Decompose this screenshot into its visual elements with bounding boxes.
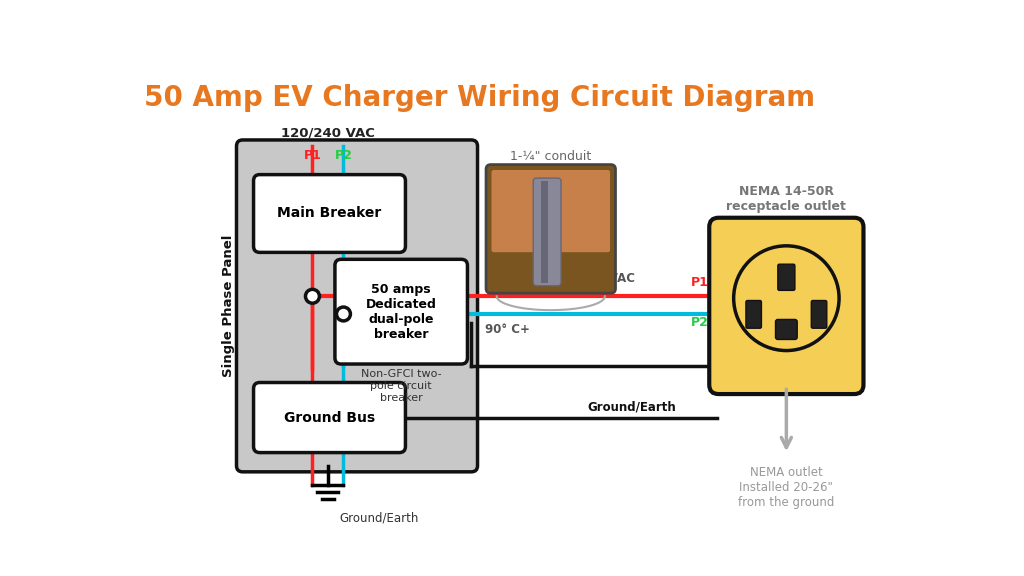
FancyBboxPatch shape bbox=[486, 165, 615, 293]
FancyBboxPatch shape bbox=[778, 264, 795, 290]
Text: receptacle outlet: receptacle outlet bbox=[726, 200, 846, 213]
Text: 50 Amp EV Charger Wiring Circuit Diagram: 50 Amp EV Charger Wiring Circuit Diagram bbox=[143, 84, 815, 112]
FancyBboxPatch shape bbox=[335, 259, 467, 364]
FancyBboxPatch shape bbox=[745, 301, 762, 328]
Text: Ground/Earth: Ground/Earth bbox=[340, 512, 419, 525]
FancyBboxPatch shape bbox=[541, 181, 549, 283]
Text: Non-GFCI two-
pole circuit
breaker: Non-GFCI two- pole circuit breaker bbox=[360, 369, 441, 403]
FancyBboxPatch shape bbox=[254, 382, 406, 453]
FancyBboxPatch shape bbox=[492, 170, 610, 252]
Text: Ground Bus: Ground Bus bbox=[284, 411, 375, 425]
FancyBboxPatch shape bbox=[237, 140, 477, 472]
Text: 1-¼" conduit: 1-¼" conduit bbox=[510, 150, 592, 163]
Circle shape bbox=[337, 307, 350, 321]
Text: Main Breaker: Main Breaker bbox=[278, 206, 382, 221]
Text: P2: P2 bbox=[691, 316, 710, 328]
Text: 90° C+: 90° C+ bbox=[485, 323, 530, 336]
FancyBboxPatch shape bbox=[710, 218, 863, 394]
Text: NEMA 14-50R: NEMA 14-50R bbox=[739, 185, 834, 198]
Text: NEMA outlet
Installed 20-26"
from the ground: NEMA outlet Installed 20-26" from the gr… bbox=[738, 465, 835, 509]
Text: P1: P1 bbox=[691, 275, 710, 289]
FancyBboxPatch shape bbox=[534, 178, 561, 286]
Circle shape bbox=[733, 246, 839, 351]
Text: P1: P1 bbox=[303, 149, 322, 162]
FancyBboxPatch shape bbox=[254, 175, 406, 252]
FancyBboxPatch shape bbox=[811, 301, 826, 328]
Text: Ground/Earth: Ground/Earth bbox=[588, 401, 676, 414]
Text: Single Phase Panel: Single Phase Panel bbox=[222, 234, 236, 377]
FancyBboxPatch shape bbox=[775, 320, 798, 339]
Circle shape bbox=[305, 289, 319, 303]
Text: 50 amps
Dedicated
dual-pole
breaker: 50 amps Dedicated dual-pole breaker bbox=[366, 283, 436, 340]
Text: P2: P2 bbox=[335, 149, 352, 162]
Text: 6 AWG Wire   240 VAC: 6 AWG Wire 240 VAC bbox=[489, 272, 635, 286]
Text: 120/240 VAC: 120/240 VAC bbox=[281, 127, 375, 140]
